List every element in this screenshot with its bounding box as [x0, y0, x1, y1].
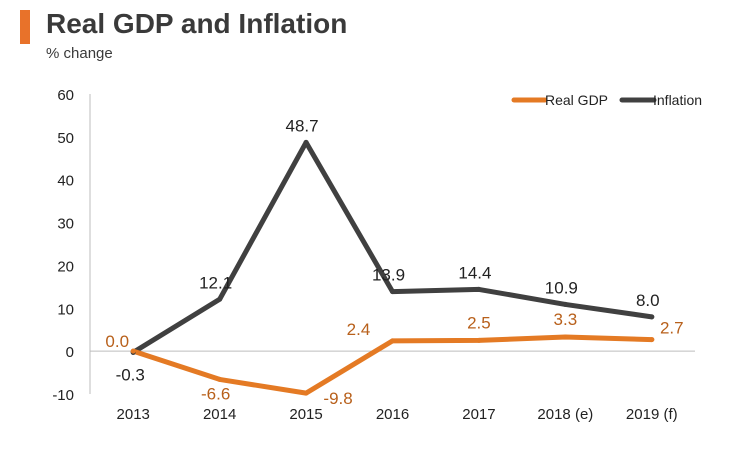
y-tick-label: 60 — [57, 87, 74, 104]
inflation-data-label: 12.1 — [199, 273, 232, 292]
x-tick-label: 2014 — [203, 406, 236, 423]
real-gdp-point — [562, 334, 568, 340]
chart-axes: -10 0 10 20 30 40 50 60 2013 2014 2015 2016 2017 2018… — [52, 87, 695, 423]
y-tick-label: 50 — [57, 130, 74, 147]
y-tick-label: -10 — [52, 387, 74, 404]
real-gdp-point — [649, 337, 655, 343]
real-gdp-point — [476, 337, 482, 343]
inflation-data-label: 10.9 — [545, 278, 578, 297]
real-gdp-data-label: 2.5 — [467, 313, 491, 332]
x-tick-label: 2015 — [289, 406, 322, 423]
chart-legend[interactable]: Real GDP Inflation — [511, 92, 702, 108]
page-subtitle: % change — [46, 45, 113, 62]
x-tick-label: 2013 — [117, 406, 150, 423]
real-gdp-point — [130, 348, 136, 354]
inflation-point — [303, 139, 309, 145]
real-gdp-data-label: 3.3 — [554, 310, 578, 329]
real-gdp-point — [390, 338, 395, 344]
inflation-point — [390, 289, 395, 295]
real-gdp-data-label: 2.4 — [347, 320, 371, 339]
real-gdp-point — [303, 390, 309, 396]
inflation-point — [649, 314, 655, 320]
y-tick-label: 20 — [57, 258, 74, 275]
inflation-data-label: 8.0 — [636, 291, 660, 310]
x-tick-label: 2018 (e) — [537, 406, 593, 423]
inflation-point — [217, 296, 223, 302]
legend-label-inflation: Inflation — [653, 92, 702, 108]
real-gdp-data-label: -9.8 — [323, 389, 352, 408]
series-lines — [130, 139, 655, 396]
x-tick-label: 2017 — [462, 406, 495, 423]
title-accent-bar — [20, 10, 30, 44]
y-tick-label: 0 — [66, 344, 74, 361]
inflation-point — [476, 286, 482, 292]
x-tick-label: 2019 (f) — [626, 406, 678, 423]
real-gdp-data-label: 0.0 — [105, 332, 129, 351]
inflation-data-label: 48.7 — [286, 116, 319, 135]
legend-label-real-gdp: Real GDP — [545, 92, 608, 108]
x-tick-label: 2016 — [376, 406, 409, 423]
data-labels: -0.3 12.1 48.7 13.9 14.4 10.9 8.0 0.0 -6.6 -9.8 2.… — [105, 116, 683, 408]
y-tick-label: 10 — [57, 301, 74, 318]
real-gdp-point — [217, 376, 223, 382]
y-tick-label: 40 — [57, 173, 74, 190]
inflation-point — [562, 301, 568, 307]
inflation-data-label: -0.3 — [116, 365, 145, 384]
real-gdp-data-label: 2.7 — [660, 319, 684, 338]
page-title: Real GDP and Inflation — [46, 8, 348, 39]
inflation-data-label: 14.4 — [458, 263, 491, 282]
real-gdp-data-label: -6.6 — [201, 384, 230, 403]
y-tick-label: 30 — [57, 216, 74, 233]
inflation-data-label: 13.9 — [372, 266, 405, 285]
